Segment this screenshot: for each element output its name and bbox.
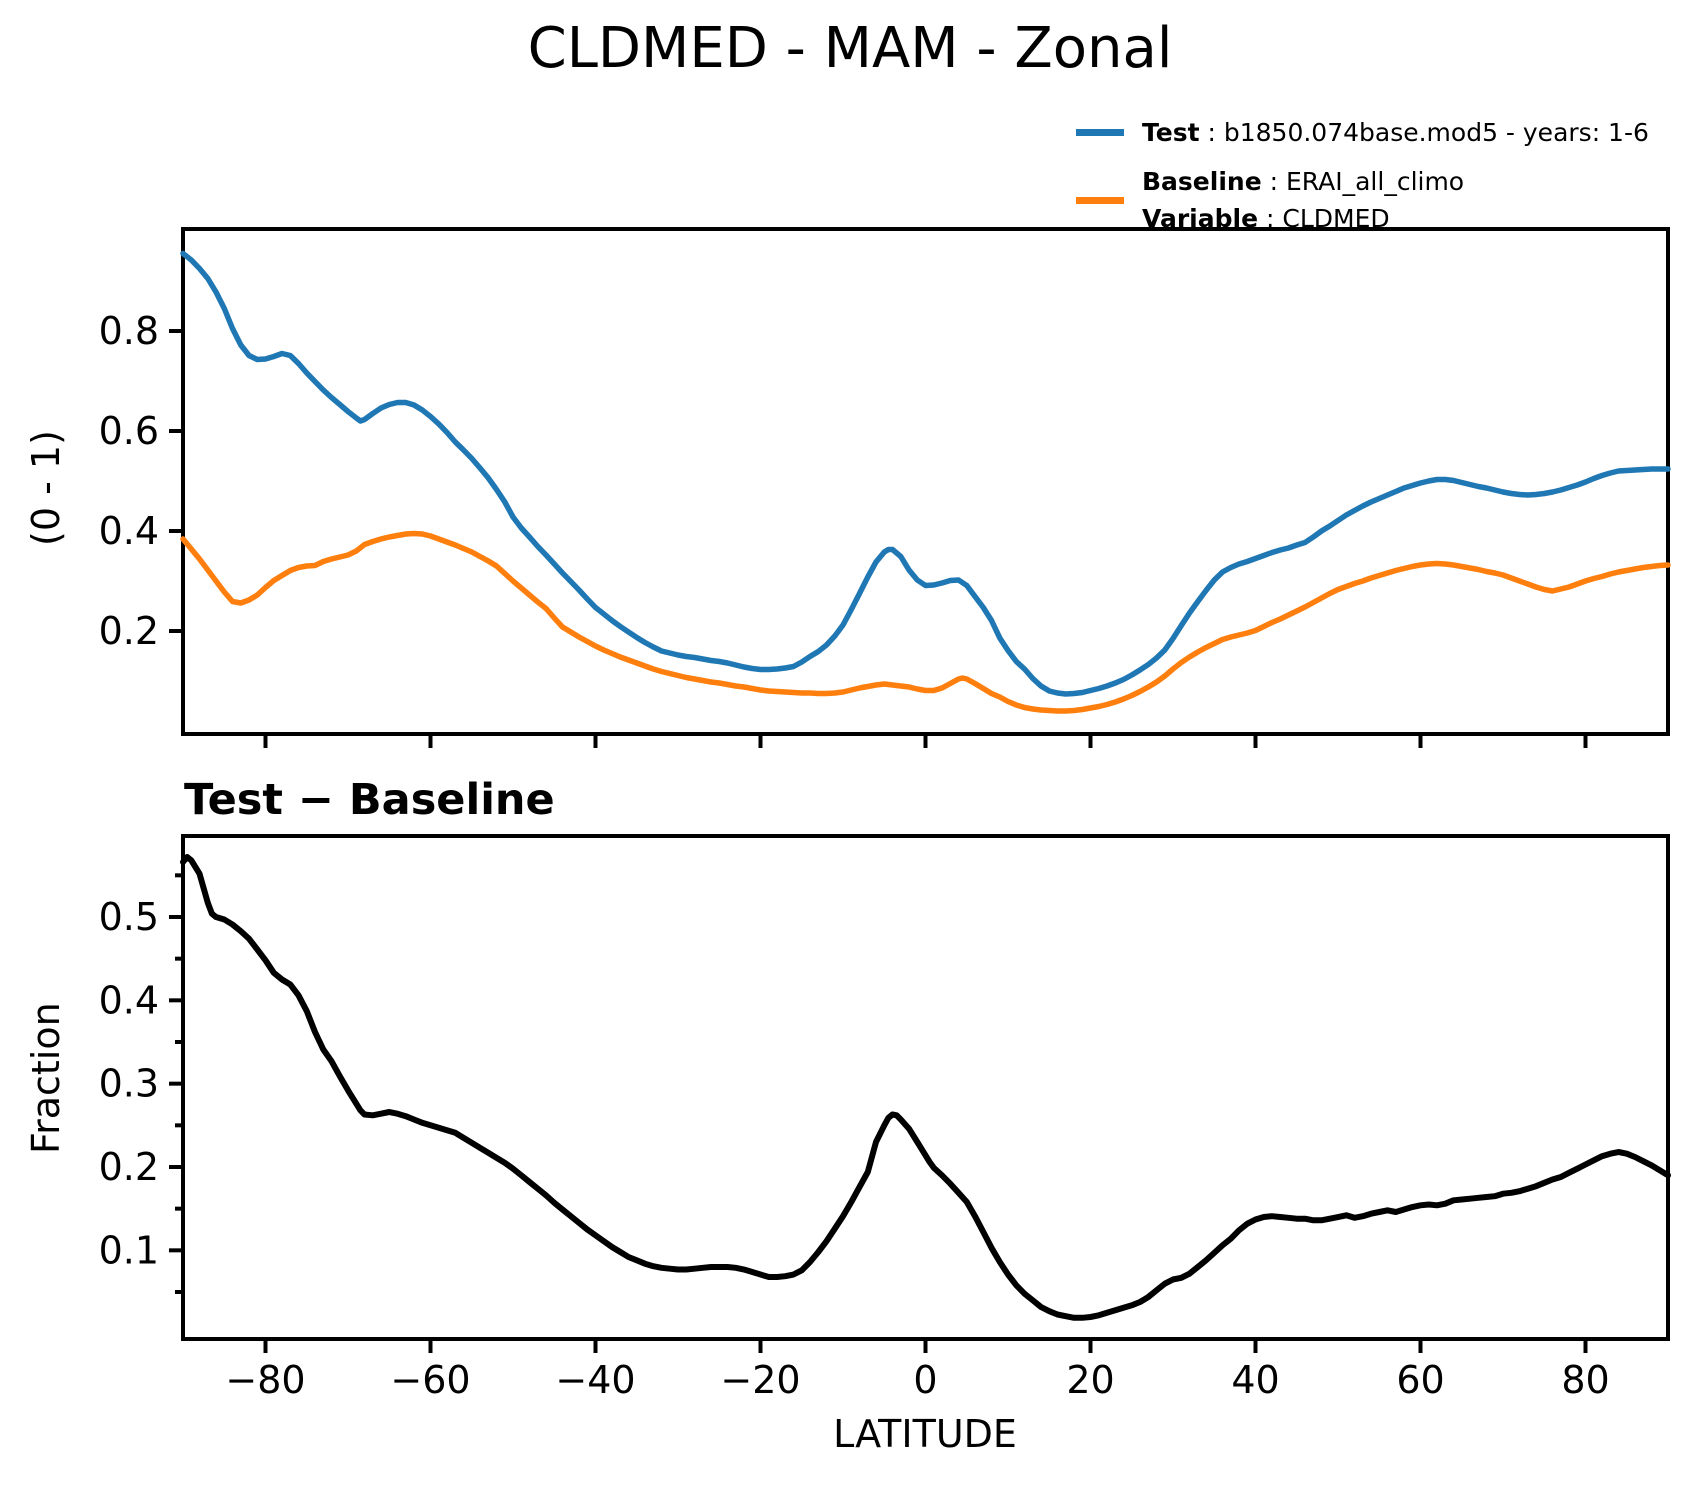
legend-entry-test-label: Test : b1850.074base.mod5 - years: 1-6 xyxy=(1142,118,1649,147)
test-minus-baseline-line xyxy=(180,854,1671,1321)
legend-entry-test: Test : b1850.074base.mod5 - years: 1-6 xyxy=(1076,114,1649,151)
baseline-erai-all-climo-line xyxy=(180,530,1671,714)
plot-area-bottom: −80 −60 −40 −20 0 20 40 60 80 0.1 0.2 0.3 0.4 0.5 xyxy=(99,834,1671,1402)
top-y-axis-label: (0 - 1) xyxy=(24,430,68,546)
legend-entry-baseline-label: Baseline : ERAI_all_climo Variable : CLD… xyxy=(1142,163,1464,237)
difference-panel-title: Test − Baseline xyxy=(184,775,555,825)
baseline-line-swatch xyxy=(1076,196,1124,204)
legend-baseline-line: Baseline : ERAI_all_climo xyxy=(1142,167,1465,196)
y-tick-label: 0.5 xyxy=(99,895,159,939)
x-tick-label: 60 xyxy=(1396,1358,1444,1402)
x-axis-label: LATITUDE xyxy=(833,1412,1017,1456)
y-tick-label: 0.8 xyxy=(99,309,159,353)
legend: Test : b1850.074base.mod5 - years: 1-6 B… xyxy=(1076,114,1649,249)
y-tick-label: 0.2 xyxy=(99,1145,159,1189)
figure-title: CLDMED - MAM - Zonal xyxy=(527,16,1173,81)
y-tick-label: 0.2 xyxy=(99,609,159,653)
axes-frame xyxy=(181,834,1670,1341)
legend-entry-baseline: Baseline : ERAI_all_climo Variable : CLD… xyxy=(1076,163,1649,237)
test-b1850-074base-mod5-years-1-6-line xyxy=(180,250,1671,697)
bottom-y-axis-label: Fraction xyxy=(24,1002,68,1154)
x-tick-label: 40 xyxy=(1231,1358,1279,1402)
x-tick-label: 0 xyxy=(913,1358,937,1402)
x-tick-label: −60 xyxy=(390,1358,470,1402)
x-tick-label: −40 xyxy=(555,1358,635,1402)
y-tick-label: 0.4 xyxy=(99,978,159,1022)
x-tick-label: −20 xyxy=(720,1358,800,1402)
axes-frame xyxy=(181,227,1670,736)
x-tick-label: 80 xyxy=(1561,1358,1609,1402)
y-tick-label: 0.3 xyxy=(99,1062,159,1106)
y-tick-label: 0.4 xyxy=(99,509,159,553)
plot-area-top: 0.2 0.4 0.6 0.8 xyxy=(99,227,1671,748)
y-tick-label: 0.1 xyxy=(99,1228,159,1272)
x-tick-label: 20 xyxy=(1066,1358,1114,1402)
y-tick-label: 0.6 xyxy=(99,409,159,453)
legend-variable-line: Variable : CLDMED xyxy=(1142,204,1390,233)
test-line-swatch xyxy=(1076,129,1124,136)
x-tick-label: −80 xyxy=(225,1358,305,1402)
